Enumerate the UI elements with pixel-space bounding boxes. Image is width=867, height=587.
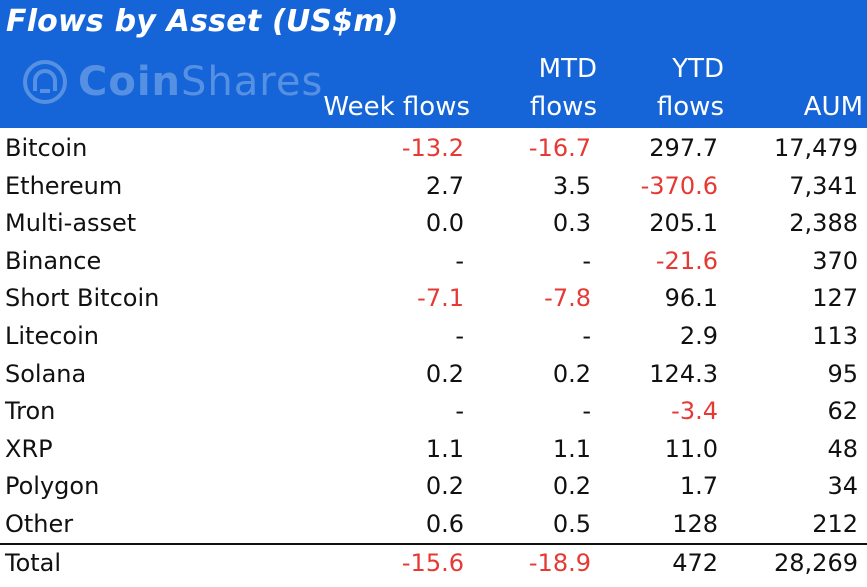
- asset-name: Litecoin: [5, 322, 99, 350]
- aum-value: 113: [812, 322, 858, 350]
- mtd-flows: 1.1: [552, 434, 591, 463]
- mtd-flows: 0.3: [552, 209, 591, 238]
- week-flows: -: [455, 246, 464, 275]
- aum-value: 212: [812, 510, 858, 538]
- table-row: Tron - - -3.4 62: [0, 393, 867, 431]
- mtd-flows: -: [582, 246, 591, 275]
- ytd-flows: 297.7: [649, 134, 718, 162]
- coinshares-logo: CoinShares: [22, 54, 323, 110]
- table-row: Binance - - -21.6 370: [0, 243, 867, 281]
- asset-name: Short Bitcoin: [5, 284, 160, 313]
- asset-name: Polygon: [5, 472, 100, 501]
- total-aum: 28,269: [774, 549, 858, 577]
- ytd-flows: 1.7: [679, 472, 718, 501]
- total-ytd-flows: 472: [672, 549, 718, 577]
- mtd-flows: 0.2: [552, 359, 591, 388]
- total-row: Total -15.6 -18.9 472 28,269: [0, 545, 867, 583]
- coinshares-logo-icon: [23, 60, 67, 104]
- aum-value: 34: [827, 472, 858, 501]
- week-flows: 1.1: [425, 434, 464, 463]
- week-flows: 0.0: [425, 209, 464, 238]
- col-header-mtd-line2: flows: [529, 92, 597, 122]
- mtd-flows: 0.5: [552, 510, 591, 538]
- ytd-flows: -3.4: [671, 397, 718, 426]
- asset-name: Solana: [5, 359, 87, 388]
- week-flows: 0.6: [425, 510, 464, 538]
- aum-value: 2,388: [789, 209, 858, 238]
- aum-value: 7,341: [789, 171, 858, 200]
- ytd-flows: 11.0: [664, 434, 718, 463]
- col-header-mtd-line1: MTD: [538, 54, 597, 84]
- ytd-flows: 128: [672, 510, 718, 538]
- week-flows: -: [455, 397, 464, 426]
- table-row: Ethereum 2.7 3.5 -370.6 7,341: [0, 168, 867, 206]
- table-row: Polygon 0.2 0.2 1.7 34: [0, 468, 867, 506]
- table-row: Litecoin - - 2.9 113: [0, 318, 867, 356]
- mtd-flows: -: [582, 397, 591, 426]
- aum-value: 127: [812, 284, 858, 313]
- ytd-flows: 2.9: [679, 322, 718, 350]
- asset-name: Tron: [5, 397, 56, 426]
- total-mtd-flows: -18.9: [528, 549, 591, 577]
- col-header-week: Week flows: [323, 92, 470, 122]
- mtd-flows: -16.7: [528, 134, 591, 162]
- week-flows: -13.2: [401, 134, 464, 162]
- asset-name: Bitcoin: [5, 134, 88, 162]
- mtd-flows: -7.8: [544, 284, 591, 313]
- aum-value: 95: [827, 359, 858, 388]
- week-flows: 0.2: [425, 472, 464, 501]
- week-flows: -: [455, 322, 464, 350]
- ytd-flows: 96.1: [664, 284, 718, 313]
- col-header-aum: AUM: [803, 92, 863, 122]
- aum-value: 17,479: [774, 134, 858, 162]
- table-title: Flows by Asset (US$m): [6, 4, 399, 39]
- total-divider: [0, 543, 867, 545]
- week-flows: 2.7: [425, 171, 464, 200]
- table-row: Other 0.6 0.5 128 212: [0, 506, 867, 544]
- ytd-flows: -370.6: [640, 171, 718, 200]
- ytd-flows: -21.6: [655, 246, 718, 275]
- table-row: Multi-asset 0.0 0.3 205.1 2,388: [0, 205, 867, 243]
- asset-name: Other: [5, 510, 74, 538]
- aum-value: 48: [827, 434, 858, 463]
- table-row: Solana 0.2 0.2 124.3 95: [0, 356, 867, 394]
- asset-name: XRP: [5, 434, 53, 463]
- week-flows: -7.1: [417, 284, 464, 313]
- aum-value: 370: [812, 246, 858, 275]
- col-header-ytd-line2: flows: [656, 92, 724, 122]
- total-week-flows: -15.6: [401, 549, 464, 577]
- col-header-ytd-line1: YTD: [672, 54, 724, 84]
- mtd-flows: 3.5: [552, 171, 591, 200]
- mtd-flows: 0.2: [552, 472, 591, 501]
- week-flows: 0.2: [425, 359, 464, 388]
- coinshares-wordmark: CoinShares: [78, 59, 324, 105]
- asset-name: Binance: [5, 246, 102, 275]
- total-label: Total: [5, 549, 62, 577]
- aum-value: 62: [827, 397, 858, 426]
- table-row: XRP 1.1 1.1 11.0 48: [0, 431, 867, 469]
- table-header: Flows by Asset (US$m) CoinShares Week fl…: [0, 0, 867, 128]
- asset-name: Ethereum: [5, 171, 123, 200]
- table-row: Bitcoin -13.2 -16.7 297.7 17,479: [0, 130, 867, 168]
- ytd-flows: 124.3: [649, 359, 718, 388]
- asset-name: Multi-asset: [5, 209, 137, 238]
- table-row: Short Bitcoin -7.1 -7.8 96.1 127: [0, 280, 867, 318]
- ytd-flows: 205.1: [649, 209, 718, 238]
- mtd-flows: -: [582, 322, 591, 350]
